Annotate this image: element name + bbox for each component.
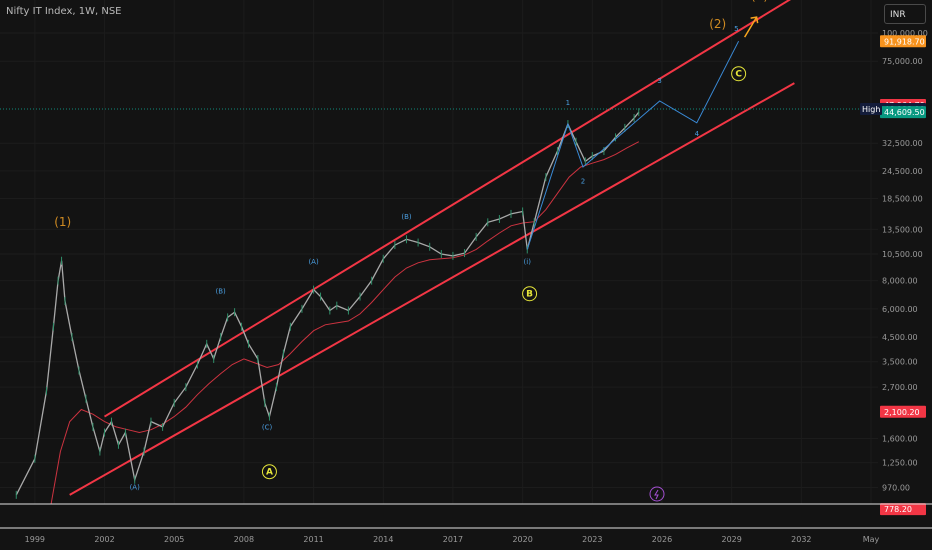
- lightning-icon: [649, 486, 665, 502]
- x-tick-label: 2008: [234, 535, 254, 544]
- wave-label: (C): [262, 424, 273, 432]
- wave-label: (1): [54, 215, 71, 229]
- wave-label: 2: [581, 178, 585, 186]
- y-tick-label: 1,600.00: [882, 434, 918, 443]
- price-path: [15, 111, 640, 496]
- y-tick-label: 1,250.00: [882, 459, 918, 468]
- y-tick-label: 13,500.00: [882, 225, 923, 234]
- wave-labels: (1) (A) (B) (C) (A) (B) (i) 1 2 3 4 5 (2) (3) A B C: [54, 0, 768, 492]
- x-tick-label: 1999: [25, 535, 45, 544]
- x-tick-label: 2014: [373, 535, 393, 544]
- x-tick-label: 2017: [443, 535, 463, 544]
- wave-label: (B): [401, 213, 412, 221]
- price-tag: [880, 106, 926, 119]
- y-tick-label: 18,500.00: [882, 194, 923, 203]
- currency-button[interactable]: INR: [884, 4, 926, 24]
- price-series: [15, 108, 640, 499]
- wave-label: (A): [130, 484, 141, 492]
- moving-average-line: [50, 141, 640, 505]
- price-tag-label: 44,609.50: [884, 108, 925, 117]
- wave-label: (i): [524, 258, 532, 266]
- x-tick-label: 2011: [303, 535, 323, 544]
- wave-circle-icon: [522, 286, 538, 302]
- lightning-bolt-icon: [654, 489, 659, 500]
- wave-label: (B): [216, 288, 227, 296]
- chart-title: Nifty IT Index, 1W, NSE: [6, 6, 122, 17]
- wave-label: (A): [308, 258, 319, 266]
- y-tick-label: 32,500.00: [882, 139, 923, 148]
- circle-wave-label: A: [266, 468, 273, 478]
- wave-label: 5: [734, 25, 738, 33]
- high-tag: [860, 102, 882, 115]
- channel-lower-line: [69, 82, 795, 496]
- y-tick-label: 3,500.00: [882, 358, 918, 367]
- x-tick-label: 2032: [791, 535, 811, 544]
- x-tick-label: 2020: [512, 535, 532, 544]
- channel-upper-line: [104, 0, 792, 418]
- wave-circle-icon: [731, 66, 747, 82]
- y-tick-label: 8,000.00: [882, 277, 918, 286]
- y-axis: 100,000.00 75,000.00 32,500.00 24,500.00 18,…: [860, 29, 928, 516]
- y-tick-label: 75,000.00: [882, 57, 923, 66]
- circle-wave-label: C: [735, 70, 742, 80]
- price-tag: [880, 35, 926, 48]
- x-tick-label: 2023: [582, 535, 602, 544]
- x-tick-label: 2029: [721, 535, 741, 544]
- wave-label: 1: [566, 99, 570, 107]
- y-tick-label: 10,500.00: [882, 250, 923, 259]
- wave-circle-icon: [261, 464, 277, 480]
- y-tick-label: 4,500.00: [882, 333, 918, 342]
- moving-average-path: [50, 141, 640, 505]
- y-tick-label: 24,500.00: [882, 167, 923, 176]
- x-tick-label: May: [863, 535, 880, 544]
- x-tick-label: 2026: [652, 535, 672, 544]
- high-tag-label: High: [862, 105, 880, 114]
- x-tick-label: 2005: [164, 535, 184, 544]
- x-tick-label: 2002: [94, 535, 114, 544]
- wave-label: 4: [695, 130, 700, 138]
- projection-arrow-head-icon: [750, 16, 759, 24]
- y-tick-label: 970.00: [882, 484, 910, 493]
- price-tag: [880, 405, 926, 418]
- y-tick-label: 100,000.00: [882, 29, 928, 38]
- price-tag-label: 91,918.70: [884, 37, 925, 46]
- wave-projection-path: [526, 40, 740, 250]
- x-axis: 1999 2002 2005 2008 2011 2014 2017 2020 2023 2026…: [0, 486, 932, 544]
- price-tag-label: 778.20: [884, 505, 912, 514]
- price-tag: [880, 503, 926, 516]
- y-tick-label: 6,000.00: [882, 305, 918, 314]
- circle-wave-label: B: [526, 290, 533, 300]
- wave-label: (2): [709, 17, 726, 31]
- projection-arrow-icon: [743, 16, 758, 38]
- y-tick-label: 2,700.00: [882, 383, 918, 392]
- trend-channel: [69, 0, 795, 496]
- grid: [0, 0, 878, 504]
- wave-projection: [526, 16, 759, 250]
- wave-label: (3): [751, 0, 768, 3]
- wave-label: 3: [657, 77, 661, 85]
- price-tag-label: 2,100.20: [884, 408, 920, 417]
